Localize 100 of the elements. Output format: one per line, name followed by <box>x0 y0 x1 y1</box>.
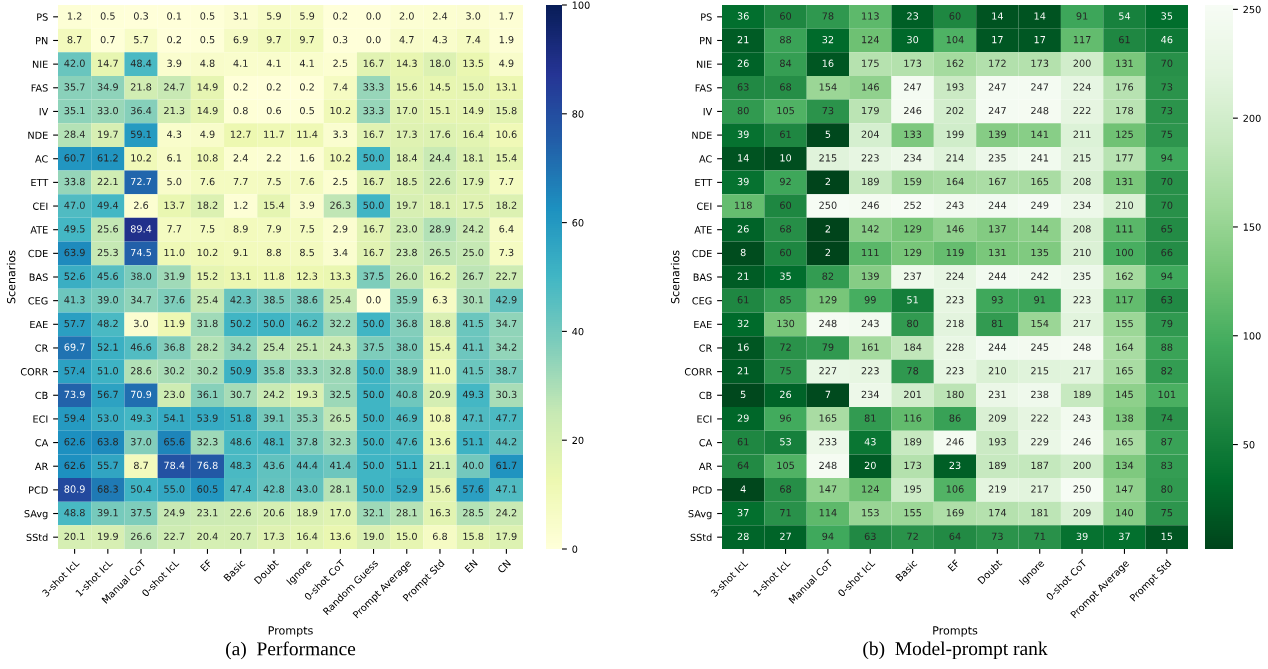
data-label: 45.6 <box>97 272 119 280</box>
data-label: 23.1 <box>197 508 218 517</box>
data-label: 1.6 <box>300 154 315 162</box>
data-label: 74 <box>1161 414 1173 422</box>
data-label: 32.3 <box>330 438 351 446</box>
y-tick-label: NDE <box>692 131 712 139</box>
data-label: 25.1 <box>297 343 318 351</box>
data-label: 37.6 <box>164 296 185 304</box>
data-label: 50.0 <box>363 438 384 446</box>
data-label: 2 <box>825 177 831 186</box>
data-label: 155 <box>1116 319 1133 328</box>
data-label: 13.6 <box>330 532 351 540</box>
data-label: 2.4 <box>432 12 448 20</box>
data-label: 0.0 <box>366 12 381 20</box>
data-label: 161 <box>862 343 879 351</box>
x-axis-title: Prompts <box>933 626 978 637</box>
data-label: 189 <box>862 177 879 186</box>
data-label: 22.1 <box>97 177 118 186</box>
data-label: 15.4 <box>496 154 517 162</box>
data-label: 57.6 <box>463 485 484 493</box>
data-label: 4.9 <box>200 130 215 138</box>
data-label: 94 <box>1161 272 1173 280</box>
data-label: 11.7 <box>264 130 284 138</box>
data-label: 79 <box>1161 319 1173 328</box>
data-label: 111 <box>1116 225 1133 233</box>
y-tick-label: ECI <box>697 415 712 423</box>
data-label: 4.7 <box>399 36 414 44</box>
data-label: 48.8 <box>64 508 85 517</box>
data-label: 10.2 <box>131 154 151 162</box>
data-label: 113 <box>862 12 879 20</box>
data-label: 7.4 <box>333 83 348 91</box>
data-label: 48.6 <box>230 438 251 446</box>
data-label: 37.0 <box>130 438 152 446</box>
data-label: 141 <box>1031 130 1049 138</box>
color-bar-label: 40 <box>572 327 584 336</box>
data-label: 19.3 <box>297 390 318 399</box>
data-label: 224 <box>946 272 964 280</box>
data-label: 246 <box>904 106 922 115</box>
data-label: 52.6 <box>64 272 85 280</box>
x-axis-title: Prompts <box>268 626 313 637</box>
data-label: 33.3 <box>363 83 384 91</box>
data-label: 78 <box>907 367 919 375</box>
data-label: 41.1 <box>462 343 484 351</box>
data-label: 21 <box>737 35 749 44</box>
data-label: 11.0 <box>430 367 451 375</box>
data-label: 75 <box>1161 509 1173 517</box>
data-label: 50.2 <box>230 319 251 328</box>
data-label: 25.0 <box>463 248 484 257</box>
data-label: 23.8 <box>396 248 417 257</box>
data-label: 0.6 <box>266 106 282 115</box>
data-label: 42.3 <box>230 296 251 304</box>
data-label: 0.5 <box>200 35 215 44</box>
data-label: 24.3 <box>330 343 351 351</box>
data-label: 17.0 <box>330 508 351 517</box>
y-tick-label: ETT <box>31 179 49 187</box>
data-label: 26.6 <box>130 532 152 540</box>
data-label: 10 <box>780 154 792 162</box>
data-label: 48.1 <box>263 438 284 446</box>
data-label: 4.1 <box>233 59 248 67</box>
data-label: 8 <box>740 248 746 257</box>
data-label: 56.7 <box>97 390 118 399</box>
data-label: 19.0 <box>363 532 384 540</box>
data-label: 38.9 <box>396 367 417 375</box>
x-tick-label: CN <box>496 559 512 574</box>
data-label: 16.3 <box>430 508 451 517</box>
data-label: 20.1 <box>64 532 85 540</box>
data-label: 80 <box>1161 485 1173 493</box>
color-bar-label: 60 <box>572 219 584 227</box>
data-label: 184 <box>904 343 922 351</box>
data-label: 169 <box>946 508 964 517</box>
data-label: 74.5 <box>131 248 152 257</box>
y-tick-label: CR <box>699 344 712 352</box>
data-label: 104 <box>946 35 964 44</box>
y-tick-label: FAS <box>31 84 48 92</box>
y-tick-label: CA <box>35 439 49 447</box>
data-label: 139 <box>862 272 879 280</box>
data-label: 64 <box>737 461 749 470</box>
data-label: 14.9 <box>197 83 218 91</box>
data-label: 30 <box>907 35 919 44</box>
data-label: 63 <box>1161 296 1173 304</box>
data-label: 38.0 <box>130 272 152 280</box>
data-label: 70 <box>1161 59 1173 67</box>
data-label: 46 <box>1161 35 1173 44</box>
y-tick-label: PN <box>36 37 48 45</box>
y-tick-label: SStd <box>690 533 712 542</box>
y-tick-label: CORR <box>684 368 712 376</box>
data-label: 50.0 <box>363 367 384 375</box>
data-label: 142 <box>862 225 879 233</box>
data-label: 85 <box>780 296 791 304</box>
data-label: 60 <box>780 248 792 257</box>
data-label: 18.5 <box>396 177 417 186</box>
data-label: 200 <box>1073 461 1091 470</box>
data-label: 7.9 <box>266 225 281 233</box>
data-label: 164 <box>946 177 964 186</box>
data-label: 237 <box>904 272 922 280</box>
data-label: 6.1 <box>167 154 182 162</box>
data-label: 5 <box>740 390 746 399</box>
data-label: 36.1 <box>197 390 218 399</box>
data-label: 31.9 <box>164 272 185 280</box>
data-label: 84 <box>780 59 792 67</box>
